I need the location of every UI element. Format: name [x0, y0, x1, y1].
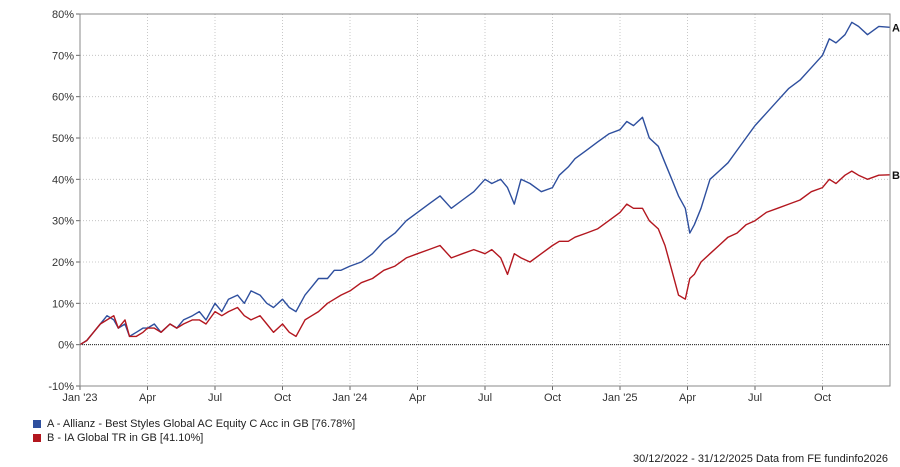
legend-swatch-a — [33, 420, 41, 428]
y-tick-label: 70% — [52, 50, 74, 62]
y-tick-label: 50% — [52, 133, 74, 145]
x-tick-label: Oct — [814, 392, 831, 404]
x-tick-label: Jul — [748, 392, 762, 404]
y-axis: -10% 0% 10% 20% 30% 40% 50% 60% 70% 80% — [48, 9, 80, 393]
grid-lines — [79, 13, 890, 387]
x-tick-label: Jan '23 — [62, 392, 97, 404]
plot-frame — [79, 13, 891, 387]
legend-item-a: A - Allianz - Best Styles Global AC Equi… — [33, 417, 355, 431]
series-lines: AB — [79, 21, 900, 346]
series-line-b — [79, 170, 891, 346]
x-tick-label: Jul — [478, 392, 492, 404]
y-tick-label: -10% — [48, 381, 74, 393]
x-tick-label: Jan '25 — [602, 392, 637, 404]
x-tick-label: Apr — [679, 392, 696, 404]
x-tick-label: Jul — [208, 392, 222, 404]
x-tick-label: Apr — [139, 392, 156, 404]
y-tick-label: 10% — [52, 298, 74, 310]
legend-swatch-b — [33, 434, 41, 442]
series-line-a — [79, 21, 891, 346]
legend-item-b: B - IA Global TR in GB [41.10%] — [33, 431, 355, 445]
x-tick-label: Apr — [409, 392, 426, 404]
y-tick-label: 40% — [52, 174, 74, 186]
legend: A - Allianz - Best Styles Global AC Equi… — [33, 417, 355, 445]
x-tick-label: Jan '24 — [332, 392, 367, 404]
legend-label-a: A - Allianz - Best Styles Global AC Equi… — [47, 418, 356, 430]
series-end-label-b: B — [892, 170, 900, 182]
series-end-label-a: A — [892, 22, 900, 34]
x-tick-label: Oct — [274, 392, 291, 404]
y-tick-label: 30% — [52, 216, 74, 228]
y-tick-label: 0% — [58, 340, 74, 352]
legend-label-b: B - IA Global TR in GB [41.10%] — [47, 432, 204, 444]
y-tick-label: 60% — [52, 92, 74, 104]
x-tick-label: Oct — [544, 392, 561, 404]
date-range-footer: 30/12/2022 - 31/12/2025 Data from FE fun… — [632, 453, 888, 465]
y-tick-label: 20% — [52, 257, 74, 269]
y-tick-label: 80% — [52, 9, 74, 21]
x-axis: Jan '23 Apr Jul Oct Jan '24 Apr Jul Oct Jan '25 A… — [62, 386, 831, 404]
